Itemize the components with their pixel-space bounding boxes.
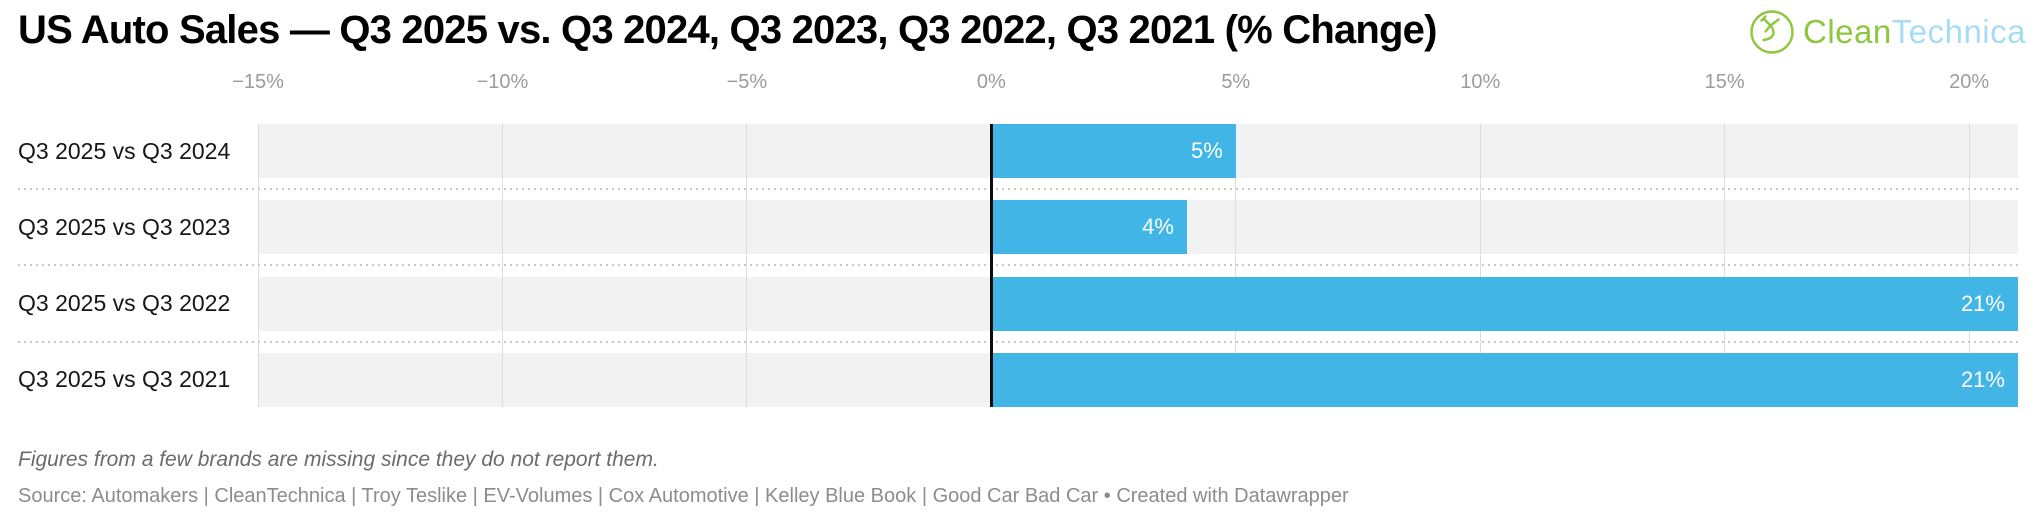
- bar-value-label: 4%: [1142, 214, 1174, 240]
- logo-word-technica: Technica: [1891, 13, 2026, 50]
- x-axis-tick-label: −15%: [232, 71, 284, 93]
- cleantechnica-logo: CleanTechnica: [1748, 8, 2026, 56]
- bar: 4%: [991, 200, 1187, 255]
- page-title: US Auto Sales — Q3 2025 vs. Q3 2024, Q3 …: [18, 8, 1437, 52]
- logo-wordmark: CleanTechnica: [1803, 13, 2026, 51]
- bar-value-label: 21%: [1960, 290, 2005, 316]
- chart-note: Figures from a few brands are missing si…: [18, 448, 659, 471]
- row-separator: [18, 264, 2018, 267]
- source-line: Source: Automakers | CleanTechnica | Tro…: [18, 485, 1349, 507]
- x-axis-tick-label: 10%: [1460, 71, 1501, 93]
- bar: 21%: [991, 352, 2018, 407]
- row-separator: [18, 340, 2018, 343]
- x-axis-tick-label: 0%: [976, 71, 1006, 93]
- row-separator: [18, 188, 2018, 190]
- bar-value-label: 5%: [1190, 138, 1223, 163]
- x-axis-tick-label: 15%: [1704, 71, 1745, 93]
- category-label: Q3 2025 vs Q3 2021: [18, 366, 231, 393]
- x-axis-tick-label: −10%: [476, 71, 529, 93]
- zero-baseline: [989, 124, 993, 407]
- x-axis-tick-label: 5%: [1221, 71, 1251, 93]
- bar: 5%: [991, 124, 1236, 178]
- bar: 21%: [991, 276, 2018, 331]
- x-axis-tick-label: −5%: [726, 71, 768, 93]
- category-label: Q3 2025 vs Q3 2023: [18, 213, 231, 240]
- logo-word-clean: Clean: [1803, 13, 1892, 50]
- category-label: Q3 2025 vs Q3 2022: [18, 290, 231, 317]
- x-axis-tick-label: 20%: [1949, 71, 1990, 93]
- cleantechnica-sprout-turbine-icon: [1748, 8, 1796, 56]
- category-label: Q3 2025 vs Q3 2024: [18, 137, 231, 164]
- bar-value-label: 21%: [1960, 366, 2005, 392]
